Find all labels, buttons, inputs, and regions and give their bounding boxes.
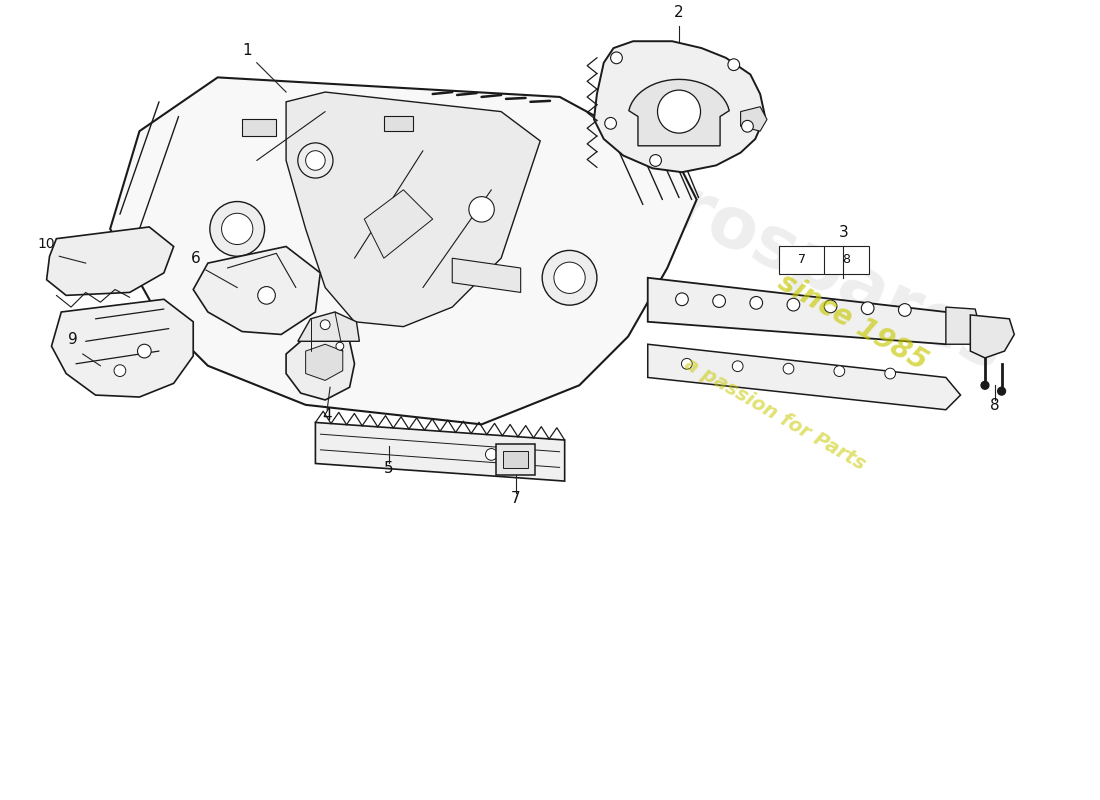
Circle shape xyxy=(336,342,344,350)
Polygon shape xyxy=(316,422,564,481)
Polygon shape xyxy=(364,190,432,258)
Circle shape xyxy=(221,214,253,245)
Circle shape xyxy=(750,297,762,309)
Circle shape xyxy=(884,368,895,379)
Circle shape xyxy=(834,366,845,377)
Polygon shape xyxy=(286,92,540,326)
Circle shape xyxy=(138,344,151,358)
Circle shape xyxy=(658,90,701,133)
Circle shape xyxy=(786,298,800,311)
Text: eurospares: eurospares xyxy=(573,130,1016,386)
Circle shape xyxy=(298,143,333,178)
Circle shape xyxy=(257,286,275,304)
Polygon shape xyxy=(286,331,354,400)
Text: 2: 2 xyxy=(674,5,684,20)
Polygon shape xyxy=(298,312,360,342)
Polygon shape xyxy=(970,315,1014,358)
Polygon shape xyxy=(503,450,528,468)
Polygon shape xyxy=(110,78,696,424)
Circle shape xyxy=(733,361,744,372)
Polygon shape xyxy=(242,119,276,136)
Polygon shape xyxy=(740,106,767,131)
FancyBboxPatch shape xyxy=(779,246,869,274)
Circle shape xyxy=(861,302,875,314)
Circle shape xyxy=(899,304,911,316)
Circle shape xyxy=(306,150,326,170)
Circle shape xyxy=(981,382,989,390)
Polygon shape xyxy=(52,299,194,397)
Circle shape xyxy=(320,320,330,330)
Text: 7: 7 xyxy=(512,490,520,506)
Circle shape xyxy=(610,52,623,64)
Text: a passion for Parts: a passion for Parts xyxy=(681,355,869,474)
Circle shape xyxy=(728,59,739,70)
Polygon shape xyxy=(452,258,520,293)
Polygon shape xyxy=(194,246,320,334)
Polygon shape xyxy=(648,344,960,410)
Text: 5: 5 xyxy=(384,462,394,476)
Circle shape xyxy=(485,449,497,460)
Text: 9: 9 xyxy=(68,332,78,347)
Circle shape xyxy=(783,363,794,374)
Circle shape xyxy=(713,294,726,307)
Circle shape xyxy=(824,300,837,313)
Polygon shape xyxy=(629,79,729,146)
Text: 3: 3 xyxy=(838,225,848,240)
Circle shape xyxy=(605,118,616,129)
Polygon shape xyxy=(496,444,536,475)
Text: 8: 8 xyxy=(990,398,1000,413)
Circle shape xyxy=(210,202,265,256)
Circle shape xyxy=(998,387,1005,395)
Circle shape xyxy=(542,250,597,305)
Circle shape xyxy=(682,358,692,369)
Text: 6: 6 xyxy=(191,251,201,266)
Text: 10: 10 xyxy=(37,238,55,251)
Polygon shape xyxy=(594,42,764,172)
Circle shape xyxy=(469,197,494,222)
Text: 4: 4 xyxy=(322,407,332,422)
Circle shape xyxy=(650,154,661,166)
Text: 8: 8 xyxy=(842,253,849,266)
Polygon shape xyxy=(384,117,414,131)
Circle shape xyxy=(675,293,689,306)
Text: 1: 1 xyxy=(242,43,252,58)
Polygon shape xyxy=(946,307,980,344)
Text: since 1985: since 1985 xyxy=(773,268,933,376)
Polygon shape xyxy=(306,344,343,381)
Circle shape xyxy=(554,262,585,294)
Circle shape xyxy=(114,365,125,377)
Polygon shape xyxy=(46,227,174,295)
Polygon shape xyxy=(648,278,966,344)
Text: 7: 7 xyxy=(798,253,805,266)
Circle shape xyxy=(741,121,754,132)
